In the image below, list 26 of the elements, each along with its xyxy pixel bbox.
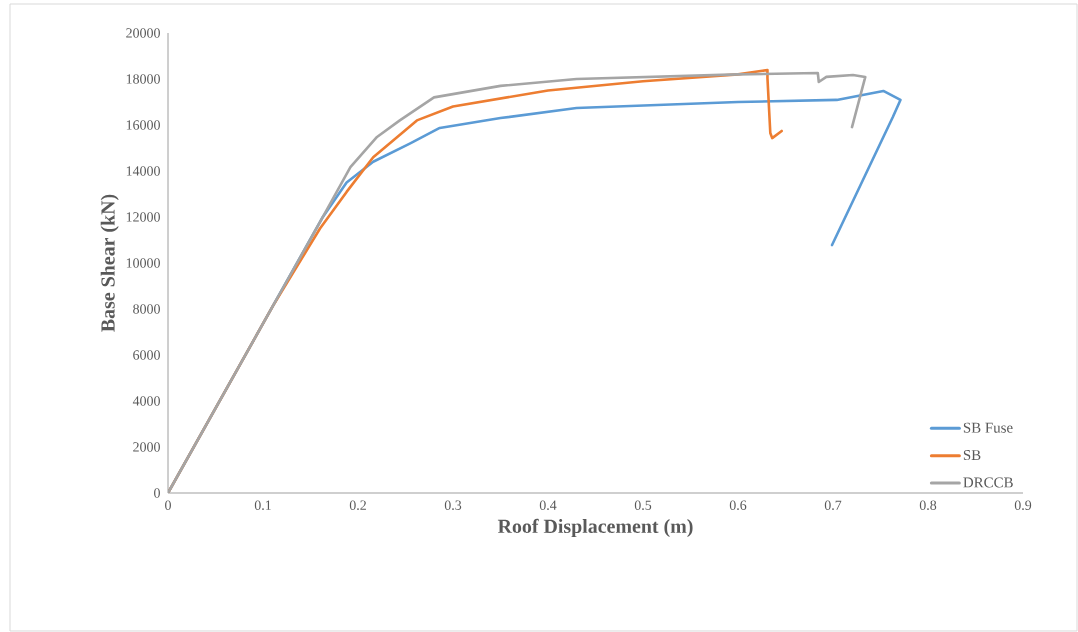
legend-label: DRCCB xyxy=(963,477,1013,488)
legend-label: SB Fuse xyxy=(963,422,1013,433)
y-tick-label: 10000 xyxy=(126,258,160,268)
y-tick-label: 12000 xyxy=(126,212,160,222)
y-axis-title: Base Shear (kN) xyxy=(100,194,119,332)
y-tick-label: 0 xyxy=(154,488,160,498)
x-tick-label: 0.1 xyxy=(254,500,271,510)
x-tick-label: 0.6 xyxy=(729,500,747,510)
x-tick-label: 0.7 xyxy=(824,500,842,510)
y-tick-label: 14000 xyxy=(126,166,160,176)
x-tick-label: 0.9 xyxy=(1014,500,1032,510)
y-tick-label: 18000 xyxy=(126,74,160,84)
x-axis-title: Roof Displacement (m) xyxy=(497,518,693,538)
x-tick-label: 0.4 xyxy=(539,500,557,510)
x-tick-label: 0.3 xyxy=(444,500,462,510)
x-tick-label: 0.8 xyxy=(919,500,937,510)
y-tick-label: 2000 xyxy=(133,442,160,452)
y-tick-label: 8000 xyxy=(133,304,160,314)
x-tick-label: 0.2 xyxy=(349,500,366,510)
y-tick-label: 6000 xyxy=(133,350,160,360)
x-tick-label: 0.5 xyxy=(634,500,652,510)
y-tick-label: 4000 xyxy=(132,396,160,406)
legend-label: SB xyxy=(963,450,981,461)
x-tick-label: 0 xyxy=(165,500,171,510)
y-tick-label: 16000 xyxy=(126,120,160,130)
y-tick-label: 20000 xyxy=(126,28,160,38)
